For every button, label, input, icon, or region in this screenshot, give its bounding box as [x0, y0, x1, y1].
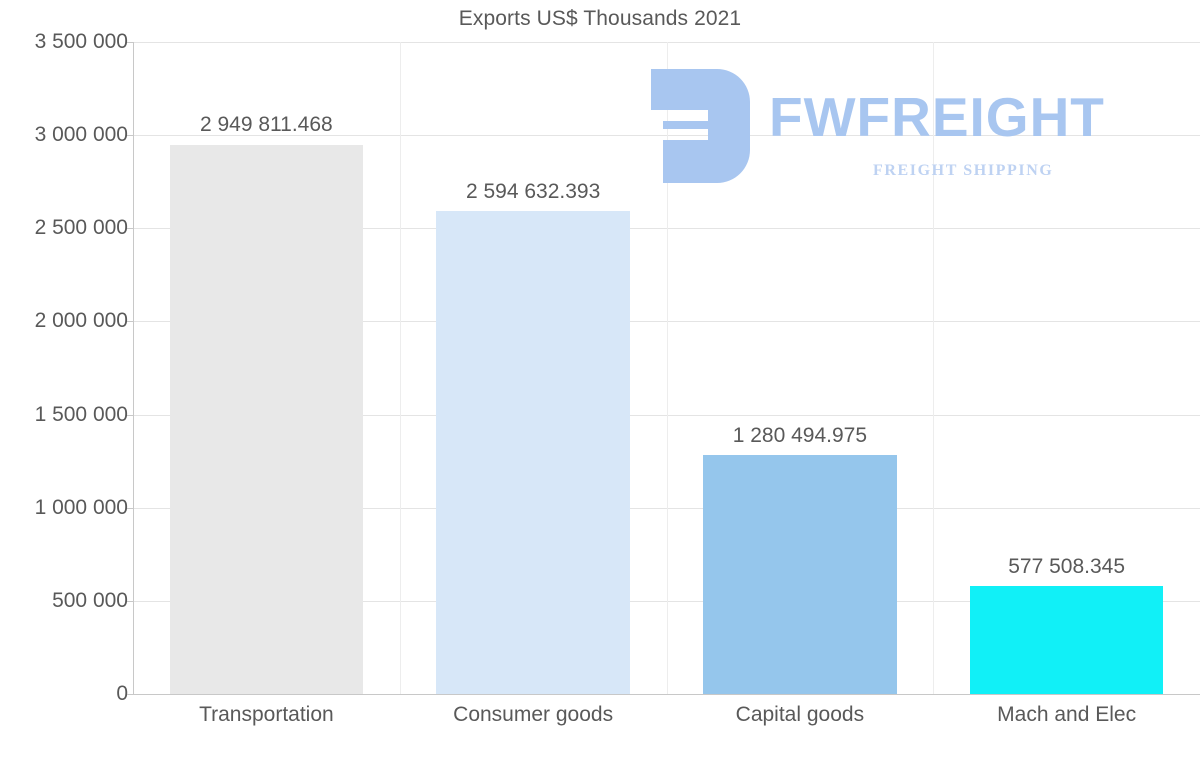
gridline-horizontal	[133, 321, 1200, 323]
x-axis-tick-label: Consumer goods	[453, 703, 614, 726]
gridline-horizontal	[133, 507, 1200, 509]
y-axis-tick-mark	[127, 507, 134, 509]
x-axis-tick-label: Mach and Elec	[997, 703, 1137, 726]
chart-title: Exports US$ Thousands 2021	[458, 7, 742, 30]
gridline-vertical	[400, 42, 401, 694]
x-axis-line	[133, 694, 1200, 695]
gridline-vertical	[933, 42, 934, 694]
y-axis-tick-mark	[127, 42, 134, 43]
bar-value-label: 2 594 632.393	[465, 179, 601, 203]
y-axis-tick-mark	[127, 600, 134, 602]
y-axis-tick-mark	[127, 321, 134, 323]
bar[interactable]	[703, 455, 897, 694]
y-axis-tick-mark	[127, 694, 134, 695]
gridline-horizontal	[133, 42, 1200, 43]
y-axis-tick-mark	[127, 228, 134, 230]
gridline-horizontal	[133, 600, 1200, 602]
y-axis-tick-mark	[127, 414, 134, 416]
gridline-horizontal	[133, 228, 1200, 230]
y-axis-tick-label: 1 500 000	[34, 402, 128, 426]
y-axis-labels: 0 500 000 1 000 000 1 500 000 2 000 000 2 500…	[0, 0, 128, 763]
y-axis-tick-label: 500 000	[52, 588, 128, 612]
x-axis-tick-label: Transportation	[199, 703, 334, 726]
y-axis-tick-label: 1 000 000	[34, 495, 128, 519]
bar[interactable]	[436, 210, 630, 694]
bar-value-label: 577 508.345	[1008, 555, 1126, 579]
y-axis-tick-mark	[127, 135, 134, 137]
bar-value-label: 1 280 494.975	[732, 424, 868, 448]
bar-value-label: 2 949 811.468	[199, 113, 333, 137]
gridline-vertical	[667, 42, 668, 694]
y-axis-tick-label: 2 000 000	[34, 309, 128, 333]
bar[interactable]	[169, 144, 364, 694]
plot-area: 2 949 811.468 2 594 632.393 1 280 494.975 5…	[133, 42, 1200, 695]
y-axis-tick-label: 3 000 000	[34, 123, 128, 147]
x-axis-tick-label: Capital goods	[735, 703, 865, 726]
y-axis-tick-label: 2 500 000	[34, 216, 128, 240]
gridline-horizontal	[133, 414, 1200, 416]
y-axis-line	[133, 42, 134, 695]
bar[interactable]	[969, 586, 1164, 694]
y-axis-tick-label: 0	[116, 682, 128, 705]
y-axis-tick-label: 3 500 000	[34, 30, 128, 53]
